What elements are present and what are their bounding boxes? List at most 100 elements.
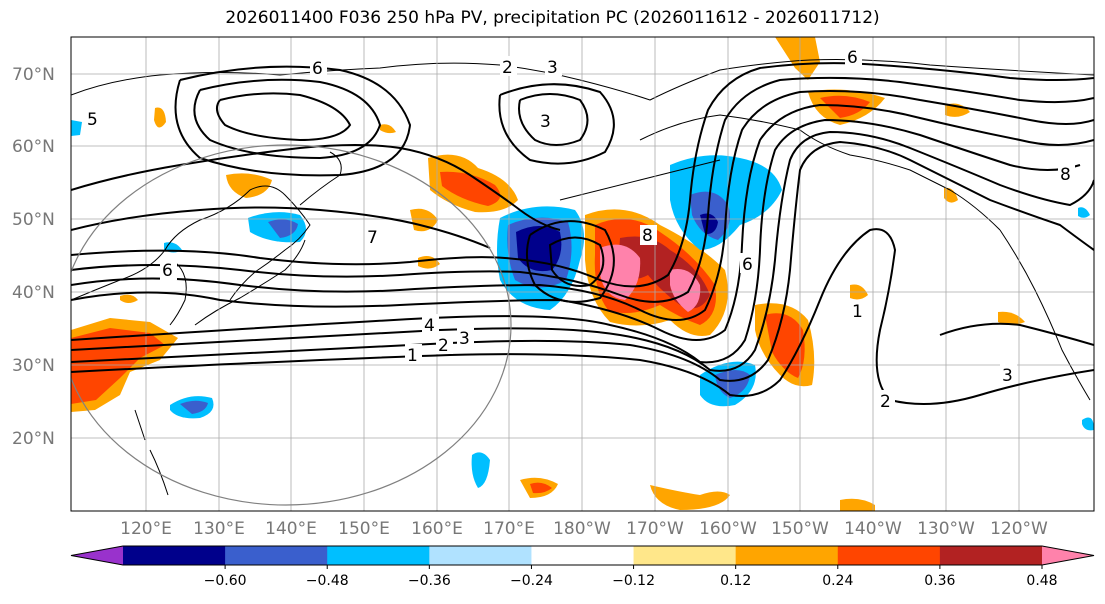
coastline-taiwan — [134, 409, 146, 441]
lat-label-60n: 60°N — [12, 137, 55, 157]
pv-contour-3 — [71, 130, 1094, 372]
strong-positive-anomaly-central — [440, 171, 501, 206]
contour-label-3: 3 — [459, 329, 470, 349]
pv-contour-13 — [498, 83, 615, 165]
contour-label-2-east: 2 — [880, 392, 891, 412]
contour-label-3-mid: 3 — [540, 112, 551, 132]
contour-label-6-arctic: 6 — [847, 48, 858, 68]
positive-anomaly-small-5 — [120, 294, 138, 303]
contour-label-8-east: 8 — [1060, 165, 1071, 185]
lat-label-30n: 30°N — [12, 356, 55, 376]
negative-anomaly-small-3 — [1078, 207, 1090, 218]
colorbar-segment — [429, 546, 532, 565]
longitude-labels: 120°E 130°E 140°E 150°E 160°E 170°E 180°… — [120, 519, 1048, 539]
colorbar-segment — [531, 546, 635, 565]
colorbar-tick-label: −0.24 — [510, 573, 553, 589]
lon-label-130w: 130°W — [917, 519, 975, 539]
contour-label-1: 1 — [407, 346, 418, 366]
pv-contour-10 — [193, 78, 382, 160]
lat-label-40n: 40°N — [12, 283, 55, 303]
positive-anomaly-tropics-3 — [840, 498, 875, 511]
positive-anomaly-north — [226, 173, 272, 198]
pv-contour-6 — [71, 90, 1094, 321]
colorbar-segment — [735, 546, 839, 565]
map-content: 1 2 3 4 6 6 2 3 3 7 8 6 2 1 — [71, 37, 1094, 511]
contour-label-2: 2 — [438, 336, 449, 356]
contour-label-2-north: 2 — [502, 58, 513, 78]
colorbar-extend-low — [71, 546, 123, 565]
coastline-philippines — [149, 449, 169, 496]
contour-label-6: 6 — [162, 261, 173, 281]
negative-anomaly-asia-core — [268, 219, 298, 238]
contour-label-7: 7 — [367, 228, 378, 248]
pv-contour-8 — [71, 62, 1094, 288]
colorbar: −0.60 −0.48 −0.36 −0.24 −0.12 0.12 0.24 0.36 0.4… — [70, 545, 1095, 589]
map-frame — [70, 36, 1095, 512]
colorbar-extend-high — [1042, 546, 1094, 565]
lon-label-150e: 150°E — [338, 519, 390, 539]
colorbar-segment — [633, 546, 737, 565]
lon-label-140w: 140°W — [844, 519, 902, 539]
lon-label-130e: 130°E — [193, 519, 245, 539]
negative-anomaly-small-2 — [71, 120, 82, 136]
positive-anomaly-central-2 — [410, 208, 438, 232]
coastline-korea — [169, 261, 187, 326]
coastline-japan — [194, 239, 306, 326]
pv-contour-9 — [215, 92, 352, 142]
lat-label-20n: 20°N — [12, 429, 55, 449]
colorbar-tick-label: 0.36 — [924, 573, 955, 589]
pv-contour-5 — [71, 103, 1094, 341]
extreme-positive-anomaly-165w — [670, 269, 701, 312]
negative-anomaly-south-core — [180, 400, 208, 414]
lon-label-170e: 170°E — [483, 519, 535, 539]
colorbar-segment — [939, 546, 1043, 565]
graticule — [71, 37, 1094, 511]
positive-anomaly-small-7 — [380, 124, 396, 134]
contour-label-6-east: 6 — [742, 255, 753, 275]
pv-contour-15 — [525, 220, 615, 303]
colorbar-outline — [70, 545, 1095, 566]
lon-label-170w: 170°W — [626, 519, 684, 539]
negative-anomaly-tropics — [471, 452, 490, 488]
pv-contour-labels: 1 2 3 4 6 6 2 3 3 7 8 6 2 1 — [85, 46, 1075, 412]
coastline-alaska — [639, 114, 1001, 231]
lon-label-150w: 150°W — [771, 519, 829, 539]
pv-contour-14 — [548, 236, 605, 287]
colorbar-segment — [225, 546, 328, 565]
lat-label-50n: 50°N — [12, 210, 55, 230]
colorbar-tick-label: 0.24 — [822, 573, 853, 589]
colorbar-tick-label: 0.48 — [1026, 573, 1057, 589]
lon-label-120e: 120°E — [120, 519, 172, 539]
colorbar-tick-label: −0.36 — [408, 573, 451, 589]
positive-anomaly-small-8 — [944, 187, 958, 203]
positive-anomaly-arctic — [775, 37, 820, 80]
map-title: 2026011400 F036 250 hPa PV, precipitatio… — [225, 8, 880, 28]
pv-contour-12 — [518, 93, 589, 146]
contour-label-4: 4 — [424, 316, 435, 336]
contour-label-6-north: 6 — [312, 59, 323, 79]
contour-label-8: 8 — [642, 226, 653, 246]
positive-anomaly-small-2 — [998, 311, 1025, 325]
strong-positive-anomaly-tropics — [530, 482, 552, 494]
pv-contour-18 — [939, 322, 1094, 346]
pv-contour-16 — [71, 144, 561, 231]
colorbar-tick-label: −0.60 — [204, 573, 247, 589]
reference-circle — [71, 144, 512, 506]
strong-positive-anomaly-150w — [765, 313, 805, 378]
negative-anomaly-small-4 — [1082, 417, 1094, 431]
coastline-bering — [499, 59, 1094, 101]
contour-label-5: 5 — [87, 110, 98, 130]
coastline-aleutians — [559, 159, 721, 201]
colorbar-segment — [837, 546, 941, 565]
contour-label-1-east: 1 — [852, 302, 863, 322]
positive-anomaly-tropics-2 — [650, 485, 730, 510]
lon-label-160w: 160°W — [699, 519, 757, 539]
colorbar-segment — [327, 546, 430, 565]
lon-label-120w: 120°W — [990, 519, 1048, 539]
lon-label-140e: 140°E — [265, 519, 317, 539]
pv-contour-11 — [174, 65, 412, 177]
coastline-siberia — [71, 62, 501, 96]
colorbar-tick-label: 0.12 — [720, 573, 751, 589]
colorbar-segment — [123, 546, 226, 565]
contour-label-3-north: 3 — [547, 58, 558, 78]
